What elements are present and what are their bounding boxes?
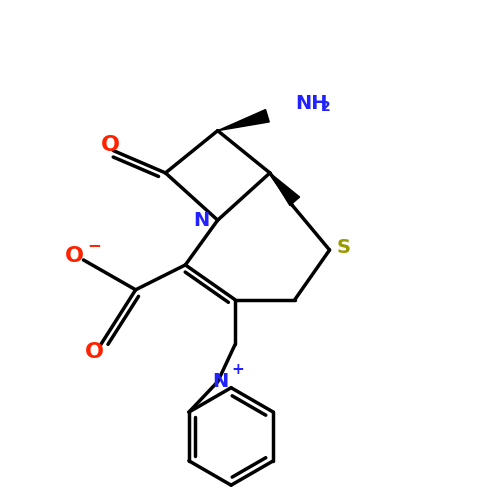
Text: 2: 2 [321, 100, 331, 114]
Text: S: S [336, 238, 350, 257]
Text: N: N [212, 372, 228, 392]
Polygon shape [218, 110, 270, 130]
Text: NH: NH [295, 94, 328, 113]
Text: −: − [88, 236, 102, 254]
Polygon shape [270, 173, 300, 206]
Text: O: O [102, 134, 120, 154]
Text: O: O [86, 342, 104, 362]
Text: O: O [65, 246, 84, 266]
Text: N: N [194, 210, 210, 230]
Text: +: + [231, 362, 244, 377]
